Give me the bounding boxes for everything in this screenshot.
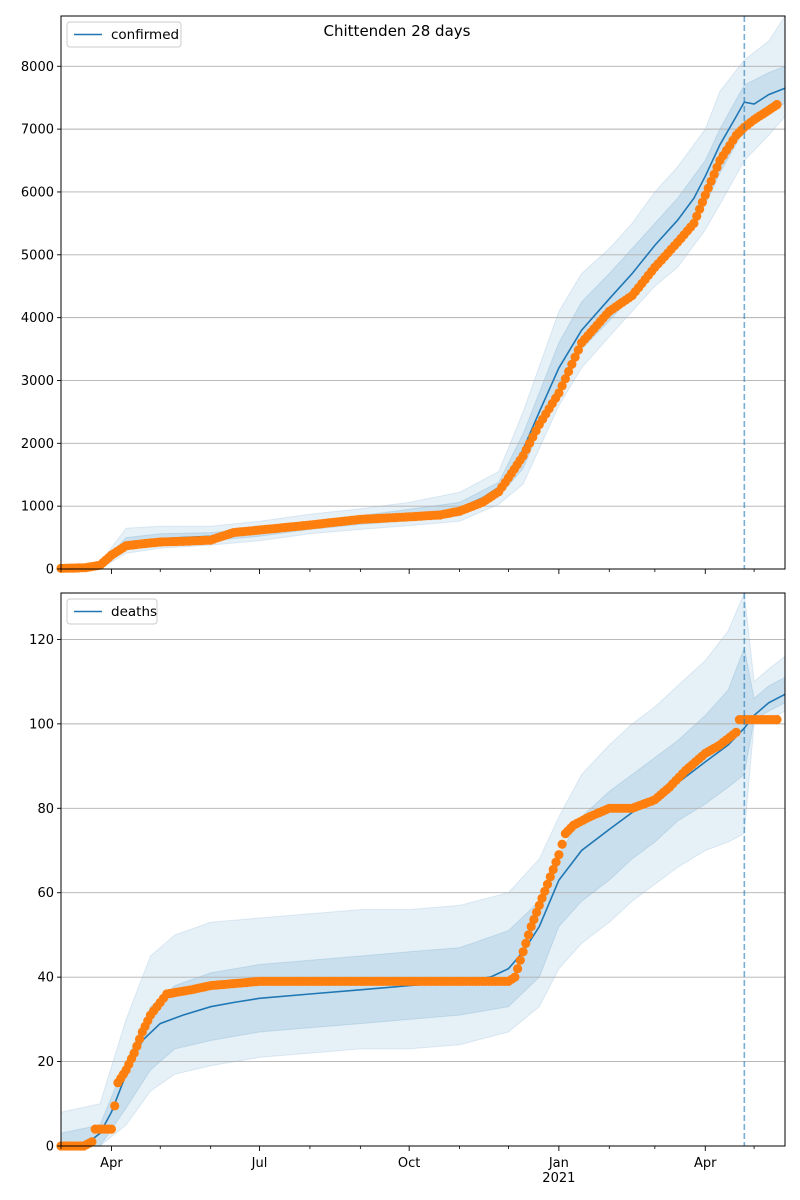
observed-point <box>554 850 564 860</box>
observed-point <box>557 381 567 391</box>
confirmed-observed-points <box>56 100 782 574</box>
observed-point <box>129 1048 139 1058</box>
observed-point <box>518 947 528 957</box>
confirmed-y-axis: 0 1000 2000 3000 4000 5000 6000 7000 8000 <box>21 60 61 578</box>
observed-point <box>551 857 561 867</box>
observed-point <box>542 879 553 889</box>
observed-point <box>700 190 710 200</box>
y-tick-label: 8000 <box>21 60 54 75</box>
observed-point <box>695 204 705 214</box>
y-tick-label: 5000 <box>21 248 54 263</box>
observed-point <box>526 921 536 932</box>
observed-point <box>573 345 584 355</box>
y-tick-label: 100 <box>29 717 54 732</box>
observed-point <box>532 907 542 918</box>
chart-title: Chittenden 28 days <box>324 22 471 40</box>
observed-point <box>521 938 531 949</box>
confirmed-x-axis <box>60 569 755 574</box>
observed-point <box>697 197 708 207</box>
observed-point <box>510 972 520 982</box>
observed-point <box>706 176 716 186</box>
y-tick-label: 40 <box>37 971 54 986</box>
deaths-axes-frame <box>60 592 786 1147</box>
observed-point <box>570 352 580 362</box>
y-tick-label: 120 <box>29 633 54 648</box>
x-tick-label: Jan <box>548 1156 569 1171</box>
observed-point <box>537 893 547 903</box>
observed-point <box>545 872 555 882</box>
y-tick-label: 6000 <box>21 185 54 200</box>
deaths-panel: 0 20 40 60 80 100 120 Apr Jul Oct Jan Apr 2021 deat… <box>29 591 786 1186</box>
observed-point <box>132 1041 142 1051</box>
observed-point <box>540 886 550 896</box>
observed-point <box>523 930 534 940</box>
y-tick-label: 3000 <box>21 374 54 389</box>
observed-point <box>534 900 544 911</box>
y-tick-label: 4000 <box>21 311 54 326</box>
observed-point <box>709 169 719 179</box>
deaths-legend: deaths <box>66 598 158 625</box>
observed-point <box>703 183 713 193</box>
observed-point <box>110 1101 120 1111</box>
observed-point <box>731 727 741 737</box>
observed-point <box>513 964 523 974</box>
deaths-x-axis: Apr Jul Oct Jan Apr 2021 <box>60 1146 755 1186</box>
deaths-y-axis: 0 20 40 60 80 100 120 <box>29 633 61 1155</box>
x-year-label: 2021 <box>542 1171 575 1186</box>
x-tick-label: Apr <box>694 1156 717 1171</box>
observed-point <box>87 1137 97 1147</box>
observed-point <box>772 100 782 110</box>
x-tick-label: Jul <box>251 1156 268 1171</box>
y-tick-label: 1000 <box>21 500 54 515</box>
observed-point <box>515 955 525 965</box>
observed-point <box>560 374 571 384</box>
y-tick-label: 0 <box>46 1140 54 1155</box>
legend-label: deaths <box>111 604 157 620</box>
legend-box <box>66 21 182 48</box>
y-tick-label: 60 <box>37 886 54 901</box>
observed-point <box>554 388 564 398</box>
observed-point <box>106 1124 116 1134</box>
observed-point <box>548 864 558 875</box>
observed-point <box>712 162 722 172</box>
observed-point <box>557 839 567 849</box>
legend-label: confirmed <box>111 27 179 43</box>
deaths-observed-points <box>56 715 782 1151</box>
observed-point <box>689 218 699 228</box>
observed-point <box>772 715 782 725</box>
observed-point <box>564 366 574 377</box>
y-tick-label: 2000 <box>21 437 54 452</box>
y-tick-label: 7000 <box>21 123 54 138</box>
observed-point <box>692 211 702 221</box>
y-tick-label: 20 <box>37 1055 54 1070</box>
observed-point <box>567 359 577 369</box>
confirmed-axes-frame <box>60 15 786 570</box>
confirmed-panel: 0 1000 2000 3000 4000 5000 6000 7000 8000 confir… <box>21 14 786 578</box>
observed-point <box>529 914 539 925</box>
x-tick-label: Oct <box>398 1156 420 1171</box>
y-tick-label: 80 <box>37 802 54 817</box>
y-tick-label: 0 <box>46 563 54 578</box>
confirmed-legend: confirmed <box>66 21 182 48</box>
observed-point <box>135 1034 145 1044</box>
legend-box <box>66 598 158 625</box>
x-tick-label: Apr <box>100 1156 123 1171</box>
